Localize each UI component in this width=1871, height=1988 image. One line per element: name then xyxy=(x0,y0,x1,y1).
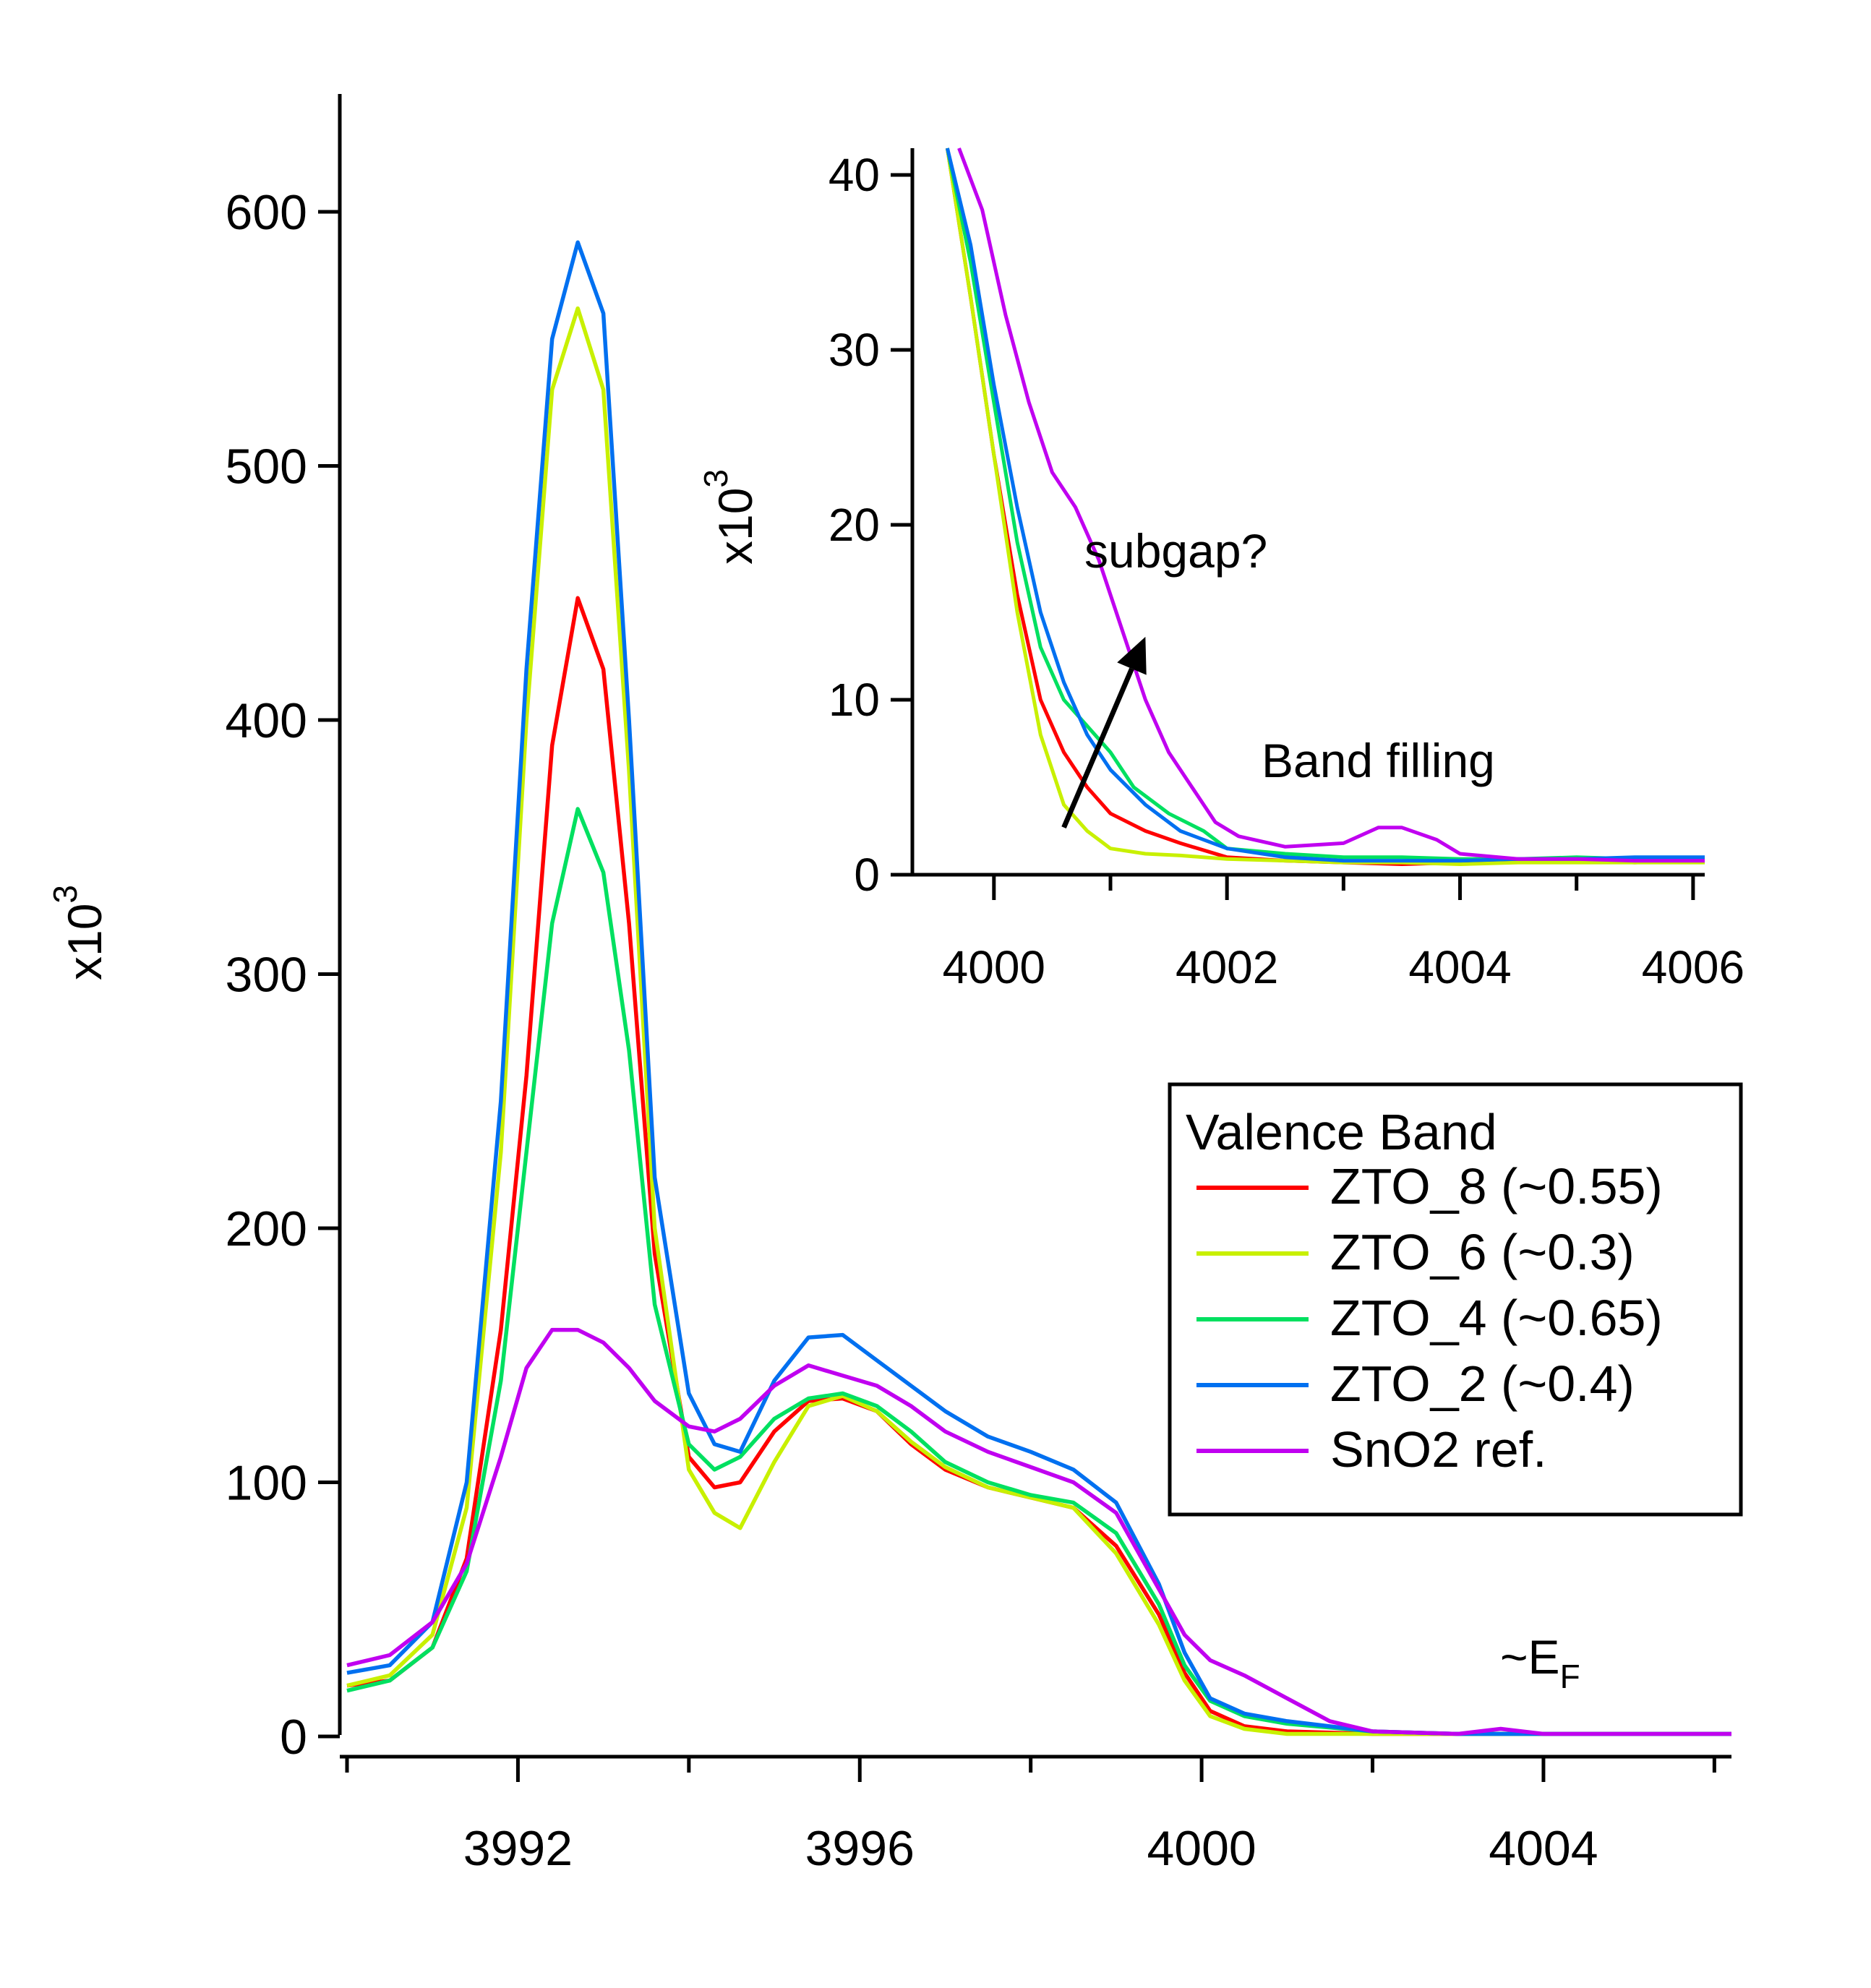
inset-x-tick-label: 4002 xyxy=(1176,941,1278,993)
main-x-tick-label: 3992 xyxy=(463,1821,573,1876)
inset-y-tick-label: 0 xyxy=(854,849,880,901)
legend-label-zto-8: ZTO_8 (~0.55) xyxy=(1330,1158,1663,1214)
ef-annotation-subscript: F xyxy=(1560,1658,1580,1695)
main-y-tick-label: 0 xyxy=(280,1710,307,1765)
legend-label-zto-4: ZTO_4 (~0.65) xyxy=(1330,1290,1663,1346)
main-x-tick-label: 4004 xyxy=(1489,1821,1598,1876)
band-filling-annotation: Band filling xyxy=(1262,734,1495,787)
main-x-ticks: 3992 3996 4000 4004 xyxy=(345,1757,1716,1876)
legend: Valence Band ZTO_8 (~0.55)ZTO_6 (~0.3)ZT… xyxy=(1168,1082,1743,1517)
arrow-head xyxy=(1117,636,1147,675)
inset-series-zto-6 xyxy=(945,147,1705,866)
inset-y-tick-label: 30 xyxy=(829,324,880,376)
arrow-shaft xyxy=(1061,667,1134,829)
inset-x-tick-label: 4000 xyxy=(943,941,1045,993)
legend-entries: ZTO_8 (~0.55) ZTO_6 (~0.3) ZTO_4 (~0.65) ZT… xyxy=(1196,1158,1663,1478)
inset-x-ticks: 4000 4002 4004 4006 xyxy=(943,875,1744,993)
subgap-arrow xyxy=(1061,636,1147,829)
inset-y-tick-label: 40 xyxy=(829,149,880,201)
legend-label-sno2: SnO2 ref. xyxy=(1330,1421,1547,1478)
main-series-zto-2 xyxy=(346,240,1731,1736)
ef-annotation-base: ~E xyxy=(1500,1630,1560,1684)
legend-label-zto-2: ZTO_2 (~0.4) xyxy=(1330,1355,1635,1412)
legend-label-zto-6: ZTO_6 (~0.3) xyxy=(1330,1224,1635,1280)
inset-series-sno2 xyxy=(957,147,1705,863)
main-y-axis-label: x103 xyxy=(46,885,111,980)
inset-x-tick-label: 4004 xyxy=(1408,941,1511,993)
main-y-ticks: 0 100 200 300 400 500 600 xyxy=(226,185,340,1765)
main-y-axis-label-base: x10 xyxy=(58,904,111,980)
main-y-tick-label: 400 xyxy=(226,693,307,748)
inset-y-tick-label: 10 xyxy=(829,674,880,726)
main-series-group xyxy=(346,240,1731,1736)
subgap-annotation: subgap? xyxy=(1084,524,1267,578)
inset-y-tick-label: 20 xyxy=(829,499,880,551)
main-y-tick-label: 500 xyxy=(226,440,307,494)
main-y-tick-label: 200 xyxy=(226,1201,307,1256)
main-y-tick-label: 600 xyxy=(226,185,307,240)
main-series-zto-4 xyxy=(346,807,1731,1736)
inset-series-group xyxy=(945,147,1705,866)
inset-y-axis-label-base: x10 xyxy=(708,488,762,565)
inset-y-axis-label: x103 xyxy=(697,469,762,565)
inset-x-tick-label: 4006 xyxy=(1642,941,1744,993)
main-y-tick-label: 300 xyxy=(226,948,307,1003)
main-x-tick-label: 3996 xyxy=(805,1821,915,1876)
main-y-axis-label-exponent: 3 xyxy=(46,885,84,904)
ef-annotation: ~EF xyxy=(1500,1630,1580,1695)
main-y-tick-label: 100 xyxy=(226,1456,307,1511)
legend-title: Valence Band xyxy=(1186,1104,1497,1160)
inset-background xyxy=(878,148,1710,907)
inset-y-ticks: 0 10 20 30 40 xyxy=(829,149,912,901)
legend-box xyxy=(1168,1082,1743,1517)
main-series-sno2 xyxy=(346,1327,1731,1736)
main-series-zto-6 xyxy=(346,306,1731,1736)
inset-y-axis-label-exponent: 3 xyxy=(697,469,735,488)
main-x-tick-label: 4000 xyxy=(1147,1821,1256,1876)
